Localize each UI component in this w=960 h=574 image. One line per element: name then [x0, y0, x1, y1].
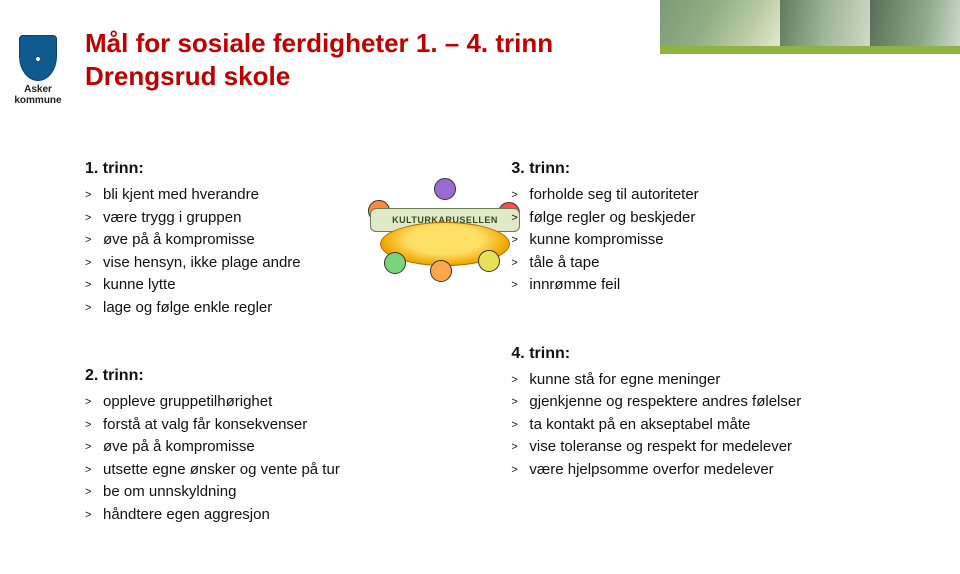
left-column: 1. trinn: bli kjent med hverandre være t… — [85, 160, 479, 574]
section-heading: 1. trinn: — [85, 160, 479, 178]
header-photo-2 — [780, 0, 870, 46]
section-heading: 2. trinn: — [85, 367, 479, 385]
list-item: kunne stå for egne meninger — [511, 369, 905, 392]
org-name-line2: kommune — [8, 95, 68, 106]
list-item: ta kontakt på en akseptabel måte — [511, 414, 905, 437]
section-list: kunne stå for egne meninger gjenkjenne o… — [511, 369, 905, 482]
header-image-strip — [660, 0, 960, 46]
section-list: oppleve gruppetilhørighet forstå at valg… — [85, 391, 479, 526]
title-main: Mål for sosiale ferdigheter 1. – 4. trin… — [85, 28, 553, 58]
section-list: bli kjent med hverandre være trygg i gru… — [85, 184, 479, 319]
page-title: Mål for sosiale ferdigheter 1. – 4. trin… — [85, 28, 553, 92]
list-item: kunne lytte — [85, 274, 479, 297]
list-item: vise toleranse og respekt for medelever — [511, 436, 905, 459]
right-column: 3. trinn: forholde seg til autoriteter f… — [511, 160, 905, 574]
list-item: vise hensyn, ikke plage andre — [85, 252, 479, 275]
list-item: være hjelpsomme overfor medelever — [511, 459, 905, 482]
header-photo-3 — [870, 0, 960, 46]
title-sub: Drengsrud skole — [85, 61, 553, 92]
content-columns: 1. trinn: bli kjent med hverandre være t… — [85, 160, 905, 574]
section-1-trinn: 1. trinn: bli kjent med hverandre være t… — [85, 160, 479, 319]
list-item: be om unnskyldning — [85, 481, 479, 504]
list-item: oppleve gruppetilhørighet — [85, 391, 479, 414]
section-4-trinn: 4. trinn: kunne stå for egne meninger gj… — [511, 345, 905, 482]
section-heading: 4. trinn: — [511, 345, 905, 363]
header-photo-1 — [660, 0, 780, 46]
list-item: forstå at valg får konsekvenser — [85, 414, 479, 437]
list-item: være trygg i gruppen — [85, 207, 479, 230]
list-item: tåle å tape — [511, 252, 905, 275]
org-logo: Asker kommune — [8, 35, 68, 106]
list-item: øve på å kompromisse — [85, 436, 479, 459]
section-heading: 3. trinn: — [511, 160, 905, 178]
crest-icon — [19, 35, 57, 81]
org-name-line1: Asker — [8, 84, 68, 95]
list-item: øve på å kompromisse — [85, 229, 479, 252]
section-3-trinn: 3. trinn: forholde seg til autoriteter f… — [511, 160, 905, 297]
list-item: innrømme feil — [511, 274, 905, 297]
list-item: utsette egne ønsker og vente på tur — [85, 459, 479, 482]
list-item: forholde seg til autoriteter — [511, 184, 905, 207]
list-item: lage og følge enkle regler — [85, 297, 479, 320]
list-item: håndtere egen aggresjon — [85, 504, 479, 527]
list-item: følge regler og beskjeder — [511, 207, 905, 230]
list-item: kunne kompromisse — [511, 229, 905, 252]
section-2-trinn: 2. trinn: oppleve gruppetilhørighet fors… — [85, 367, 479, 526]
accent-stripe — [660, 46, 960, 54]
list-item: bli kjent med hverandre — [85, 184, 479, 207]
section-list: forholde seg til autoriteter følge regle… — [511, 184, 905, 297]
list-item: gjenkjenne og respektere andres følelser — [511, 391, 905, 414]
